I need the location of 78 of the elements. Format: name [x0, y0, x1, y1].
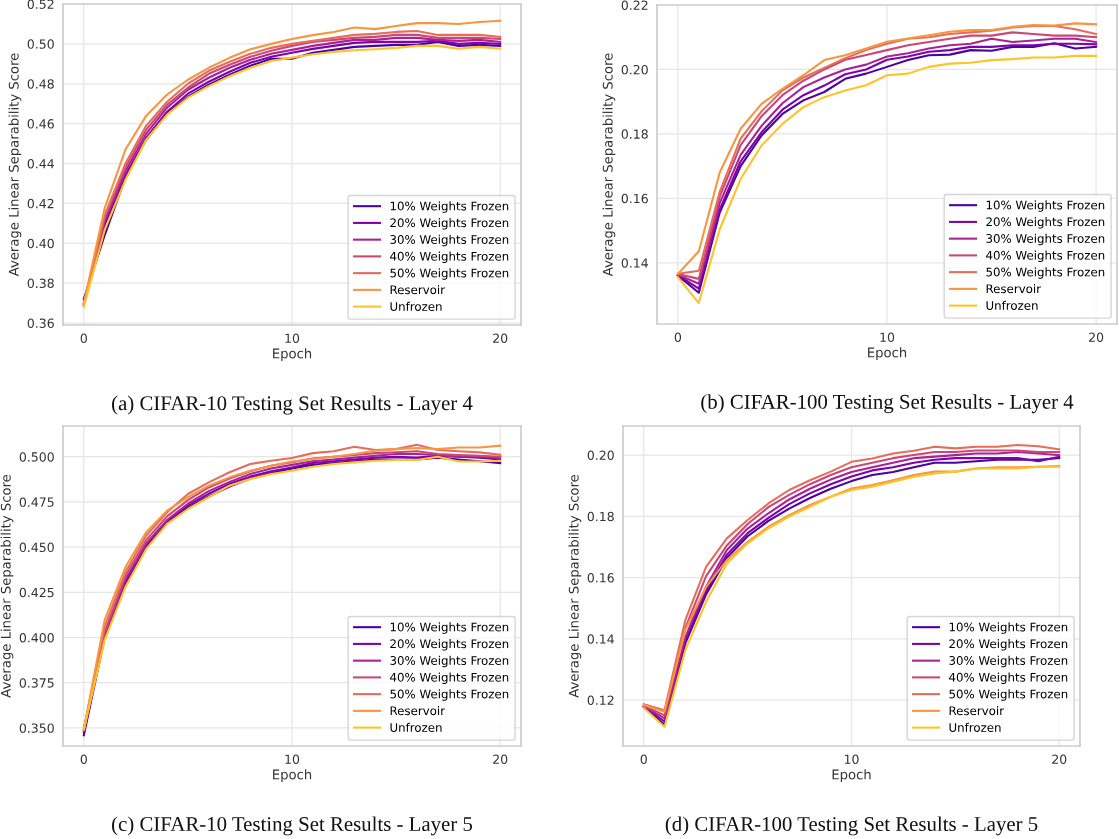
legend-label: 40% Weights Frozen — [949, 672, 1068, 684]
x-tick-label: 20 — [1089, 332, 1104, 343]
legend-label: 50% Weights Frozen — [949, 689, 1068, 701]
x-tick-label: 20 — [493, 754, 508, 765]
x-tick-label: 0 — [80, 754, 87, 765]
legend-label: 30% Weights Frozen — [390, 655, 509, 668]
y-tick-label: 0.14 — [587, 634, 614, 644]
y-tick-label: 0.44 — [27, 158, 54, 169]
legend-label: Unfrozen — [949, 722, 1001, 732]
x-tick-label: 10 — [880, 332, 895, 343]
x-tick-label: 20 — [1052, 754, 1067, 765]
legend-label: 10% Weights Frozen — [390, 201, 509, 213]
legend-label: 10% Weights Frozen — [986, 200, 1105, 212]
x-axis-title: Epoch — [868, 347, 907, 360]
legend-label: 30% Weights Frozen — [390, 234, 509, 247]
legend-label: Reservoir — [949, 706, 1005, 716]
legend-label: 40% Weights Frozen — [986, 250, 1105, 262]
legend-label: 30% Weights Frozen — [949, 655, 1068, 668]
y-tick-label: 0.475 — [19, 497, 54, 507]
legend-label: 50% Weights Frozen — [390, 689, 509, 701]
y-tick-label: 0.52 — [27, 0, 54, 9]
y-tick-label: 0.38 — [27, 278, 54, 289]
y-tick-label: 0.500 — [19, 452, 54, 462]
legend-label: 20% Weights Frozen — [949, 639, 1068, 651]
x-axis-title: Epoch — [832, 769, 871, 782]
y-tick-label: 0.425 — [19, 587, 54, 598]
y-tick-label: 0.20 — [587, 450, 614, 461]
x-tick-label: 0 — [674, 332, 682, 343]
legend-label: 40% Weights Frozen — [390, 251, 509, 263]
legend-label: Unfrozen — [986, 300, 1038, 310]
legend-label: 10% Weights Frozen — [390, 622, 509, 634]
y-tick-label: 0.12 — [587, 695, 614, 705]
y-tick-label: 0.450 — [19, 542, 54, 553]
legend-label: Reservoir — [390, 706, 446, 716]
y-tick-label: 0.18 — [587, 511, 614, 522]
y-tick-label: 0.16 — [587, 573, 614, 583]
y-tick-label: 0.42 — [27, 198, 54, 209]
y-tick-label: 0.46 — [27, 119, 54, 129]
legend-label: 50% Weights Frozen — [390, 268, 509, 280]
y-tick-label: 0.20 — [621, 64, 648, 75]
y-tick-label: 0.40 — [27, 238, 54, 249]
text: (c) CIFAR-10 Testing Set Results - Layer 5 — [112, 816, 473, 836]
y-tick-label: 0.50 — [27, 39, 54, 49]
legend-label: 50% Weights Frozen — [986, 267, 1105, 279]
legend-label: Reservoir — [390, 285, 446, 295]
text: (d) CIFAR-100 Testing Set Results - Layer 5 — [665, 816, 1038, 836]
y-tick-label: 0.16 — [621, 193, 648, 204]
x-tick-label: 0 — [640, 754, 647, 765]
x-axis-title: Epoch — [273, 348, 312, 361]
y-tick-label: 0.18 — [621, 129, 648, 139]
y-tick-label: 0.350 — [19, 723, 54, 733]
y-axis-title: Average Linear Separability Score — [568, 474, 582, 698]
legend-label: Reservoir — [986, 284, 1042, 294]
y-axis-title: Average Linear Separability Score — [602, 53, 616, 277]
legend-label: Unfrozen — [390, 722, 442, 732]
legend-label: 20% Weights Frozen — [390, 639, 509, 651]
y-axis-title: Average Linear Separability Score — [8, 53, 22, 277]
legend-label: 20% Weights Frozen — [390, 218, 509, 230]
y-tick-label: 0.22 — [621, 0, 648, 10]
legend-label: 10% Weights Frozen — [949, 622, 1068, 634]
x-tick-label: 10 — [844, 754, 859, 765]
legend-label: 30% Weights Frozen — [986, 233, 1105, 246]
y-tick-label: 0.14 — [621, 258, 648, 268]
x-tick-label: 10 — [285, 754, 300, 765]
x-axis-title: Epoch — [273, 769, 312, 782]
y-axis-title: Average Linear Separability Score — [0, 474, 14, 698]
x-tick-label: 10 — [285, 333, 300, 344]
x-tick-label: 20 — [493, 333, 508, 344]
y-tick-label: 0.48 — [27, 79, 54, 89]
legend-label: Unfrozen — [390, 301, 442, 311]
legend-label: 40% Weights Frozen — [390, 672, 509, 684]
text: (a) CIFAR-10 Testing Set Results - Layer 4 — [112, 395, 473, 415]
y-tick-label: 0.400 — [19, 633, 54, 643]
legend-label: 20% Weights Frozen — [986, 217, 1105, 229]
text: (b) CIFAR-100 Testing Set Results - Layer 4 — [701, 394, 1074, 414]
y-tick-label: 0.36 — [27, 318, 54, 328]
x-tick-label: 0 — [80, 333, 87, 344]
y-tick-label: 0.375 — [19, 678, 54, 688]
